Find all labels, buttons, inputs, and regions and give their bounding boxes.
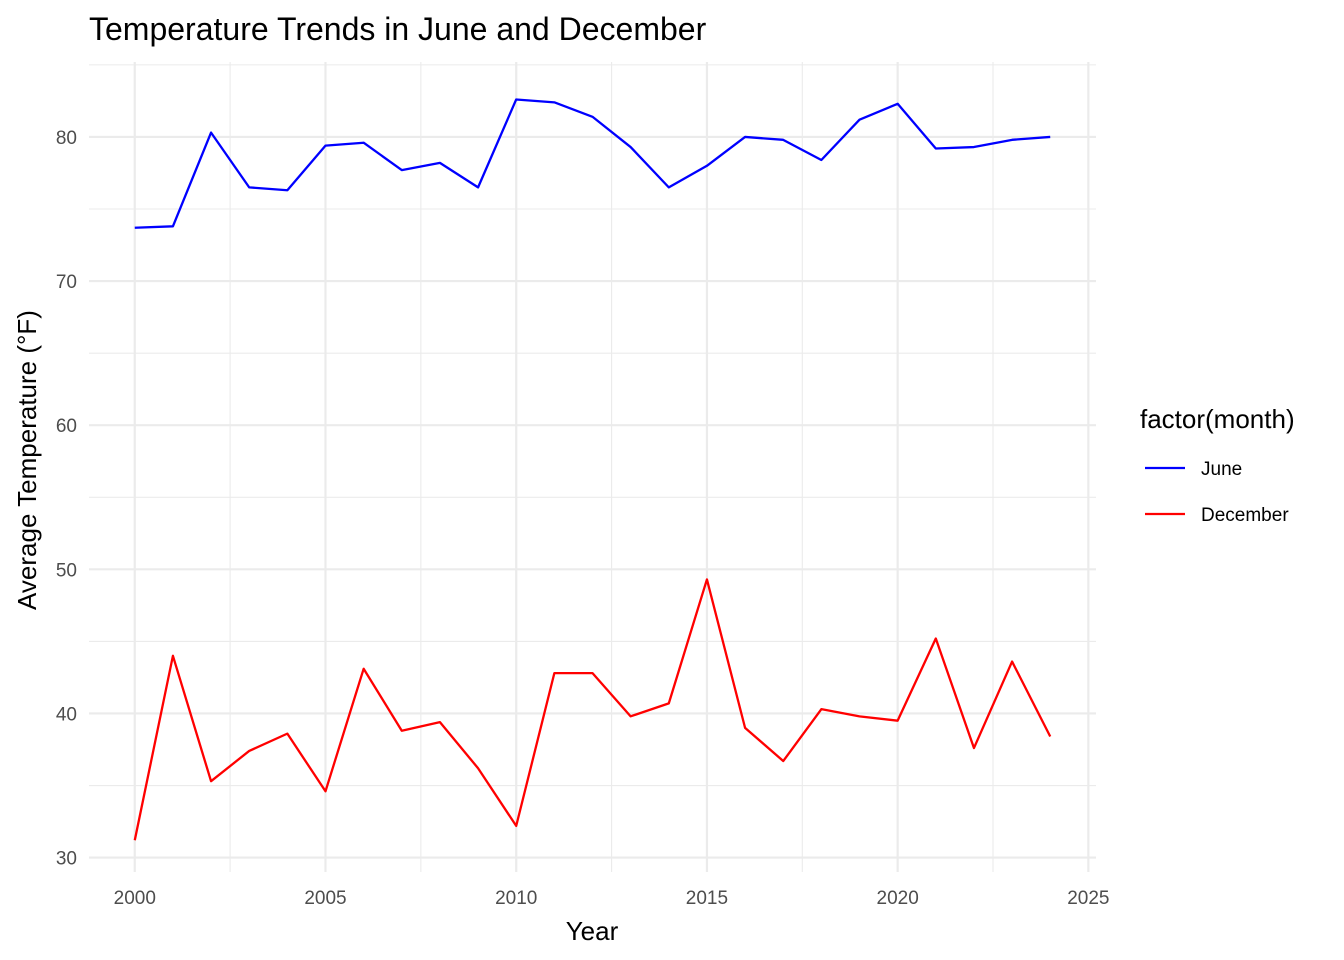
legend: factor(month) June December — [1140, 404, 1295, 526]
y-axis-ticks: 30 40 50 60 70 80 — [56, 128, 77, 870]
chart-title: Temperature Trends in June and December — [89, 11, 707, 47]
x-tick-label: 2000 — [114, 888, 156, 909]
x-tick-label: 2025 — [1067, 888, 1109, 909]
legend-title: factor(month) — [1140, 404, 1295, 434]
y-tick-label: 40 — [56, 704, 77, 725]
series-lines — [133, 98, 1052, 841]
x-tick-label: 2020 — [877, 888, 919, 909]
series-line-december — [133, 578, 1052, 841]
y-tick-label: 80 — [56, 128, 77, 149]
x-tick-label: 2010 — [495, 888, 537, 909]
x-tick-label: 2005 — [304, 888, 346, 909]
y-tick-label: 70 — [56, 272, 77, 293]
legend-label-june: June — [1201, 459, 1242, 480]
legend-items: June December — [1145, 459, 1289, 526]
legend-label-december: December — [1201, 505, 1289, 526]
y-tick-label: 50 — [56, 560, 77, 581]
x-axis-ticks: 2000 2005 2010 2015 2020 2025 — [114, 888, 1110, 909]
x-axis-title: Year — [566, 916, 619, 946]
x-tick-label: 2015 — [686, 888, 728, 909]
y-tick-label: 60 — [56, 416, 77, 437]
y-tick-label: 30 — [56, 849, 77, 870]
y-axis-title: Average Temperature (°F) — [12, 310, 42, 610]
series-line-june — [134, 98, 1051, 229]
grid — [89, 62, 1096, 872]
